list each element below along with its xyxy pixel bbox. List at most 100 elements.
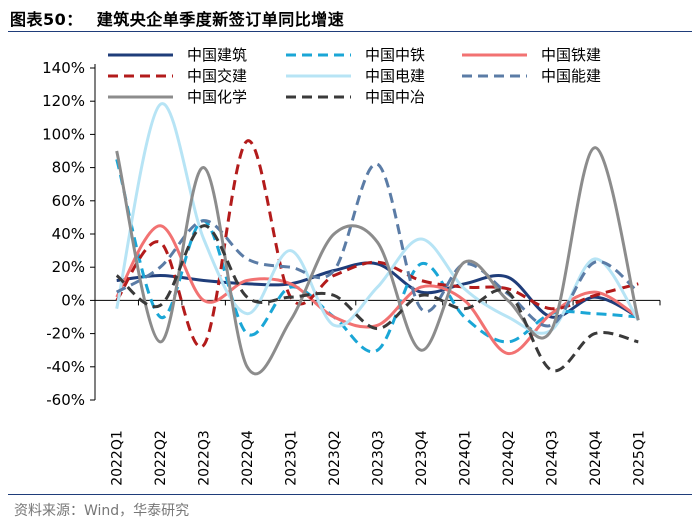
data-point (246, 312, 249, 315)
legend-item: 中国电建 (286, 67, 425, 85)
x-tick-label: 2024Q3 (544, 430, 560, 486)
y-tick-label: 100% (42, 125, 85, 143)
data-point (159, 241, 162, 244)
data-point (289, 249, 292, 252)
data-point (202, 344, 205, 347)
data-point (246, 282, 249, 285)
data-point (420, 262, 423, 265)
data-point (376, 327, 379, 330)
data-point (115, 307, 118, 310)
series-6 (115, 162, 640, 328)
series-3 (115, 224, 640, 355)
data-point (593, 294, 596, 297)
legend-item: 中国能建 (462, 67, 601, 85)
title-rule (8, 31, 692, 32)
data-point (246, 140, 249, 143)
data-point (420, 238, 423, 241)
series-line (115, 146, 640, 376)
data-point (506, 341, 509, 344)
data-point (159, 266, 162, 269)
data-point (246, 296, 249, 299)
data-point (159, 274, 162, 277)
x-tick-label: 2023Q4 (414, 430, 430, 486)
x-tick-label: 2022Q1 (110, 430, 126, 486)
footer-rule (8, 494, 692, 495)
data-point (246, 332, 249, 335)
y-tick-label: -20% (46, 325, 85, 343)
data-point (202, 166, 205, 169)
data-point (289, 282, 292, 285)
data-point (420, 294, 423, 297)
legend-label: 中国电建 (365, 67, 425, 85)
data-point (550, 329, 553, 332)
legend-label: 中国中铁 (365, 46, 425, 64)
data-point (593, 261, 596, 264)
x-tick-label: 2025Q1 (631, 430, 647, 486)
legend-item: 中国化学 (108, 88, 247, 106)
y-tick-label: 40% (52, 225, 85, 243)
data-point (376, 349, 379, 352)
data-point (463, 287, 466, 290)
data-point (202, 279, 205, 282)
data-point (333, 316, 336, 319)
x-tick-label: 2024Q1 (457, 430, 473, 486)
data-point (506, 276, 509, 279)
data-point (159, 316, 162, 319)
data-point (506, 299, 509, 302)
data-point (637, 291, 640, 294)
data-point (289, 296, 292, 299)
data-point (246, 365, 249, 368)
data-point (289, 319, 292, 322)
legend-item: 中国中铁 (286, 46, 425, 64)
source-note: 资料来源：Wind，华泰研究 (14, 503, 190, 519)
data-point (376, 163, 379, 166)
data-point (550, 312, 553, 315)
y-tick-label: 0% (61, 291, 85, 309)
data-point (333, 274, 336, 277)
y-tick-label: 80% (52, 159, 85, 177)
data-point (115, 150, 118, 153)
legend-item: 中国建筑 (108, 46, 247, 64)
data-point (202, 219, 205, 222)
legend-label: 中国建筑 (187, 46, 247, 64)
x-tick-label: 2022Q2 (153, 430, 169, 486)
data-point (420, 291, 423, 294)
series-8 (115, 224, 639, 373)
data-point (420, 307, 423, 310)
legend-item: 中国铁建 (462, 46, 601, 64)
data-point (593, 332, 596, 335)
legend-label: 中国能建 (541, 67, 601, 85)
data-point (420, 286, 423, 289)
data-point (159, 224, 162, 227)
data-point (593, 146, 596, 149)
data-point (246, 258, 249, 261)
x-tick-label: 2022Q4 (240, 430, 256, 486)
data-point (376, 324, 379, 327)
data-point (159, 341, 162, 344)
y-tick-label: 120% (42, 92, 85, 110)
data-point (637, 282, 640, 285)
data-point (159, 103, 162, 106)
data-point (289, 286, 292, 289)
data-point (420, 279, 423, 282)
x-tick-label: 2023Q2 (327, 430, 343, 486)
data-point (115, 291, 118, 294)
data-point (420, 349, 423, 352)
data-point (202, 224, 205, 227)
series-line (115, 158, 639, 354)
data-point (115, 279, 118, 282)
data-point (506, 287, 509, 290)
data-point (333, 294, 336, 297)
series-line (115, 224, 639, 373)
data-point (376, 241, 379, 244)
data-point (550, 307, 553, 310)
x-tick-label: 2023Q3 (371, 430, 387, 486)
data-point (376, 261, 379, 264)
data-point (593, 312, 596, 315)
series-line (115, 224, 640, 355)
data-point (202, 238, 205, 241)
y-tick-label: 60% (52, 192, 85, 210)
data-point (463, 299, 466, 302)
x-tick-label: 2022Q3 (197, 430, 213, 486)
